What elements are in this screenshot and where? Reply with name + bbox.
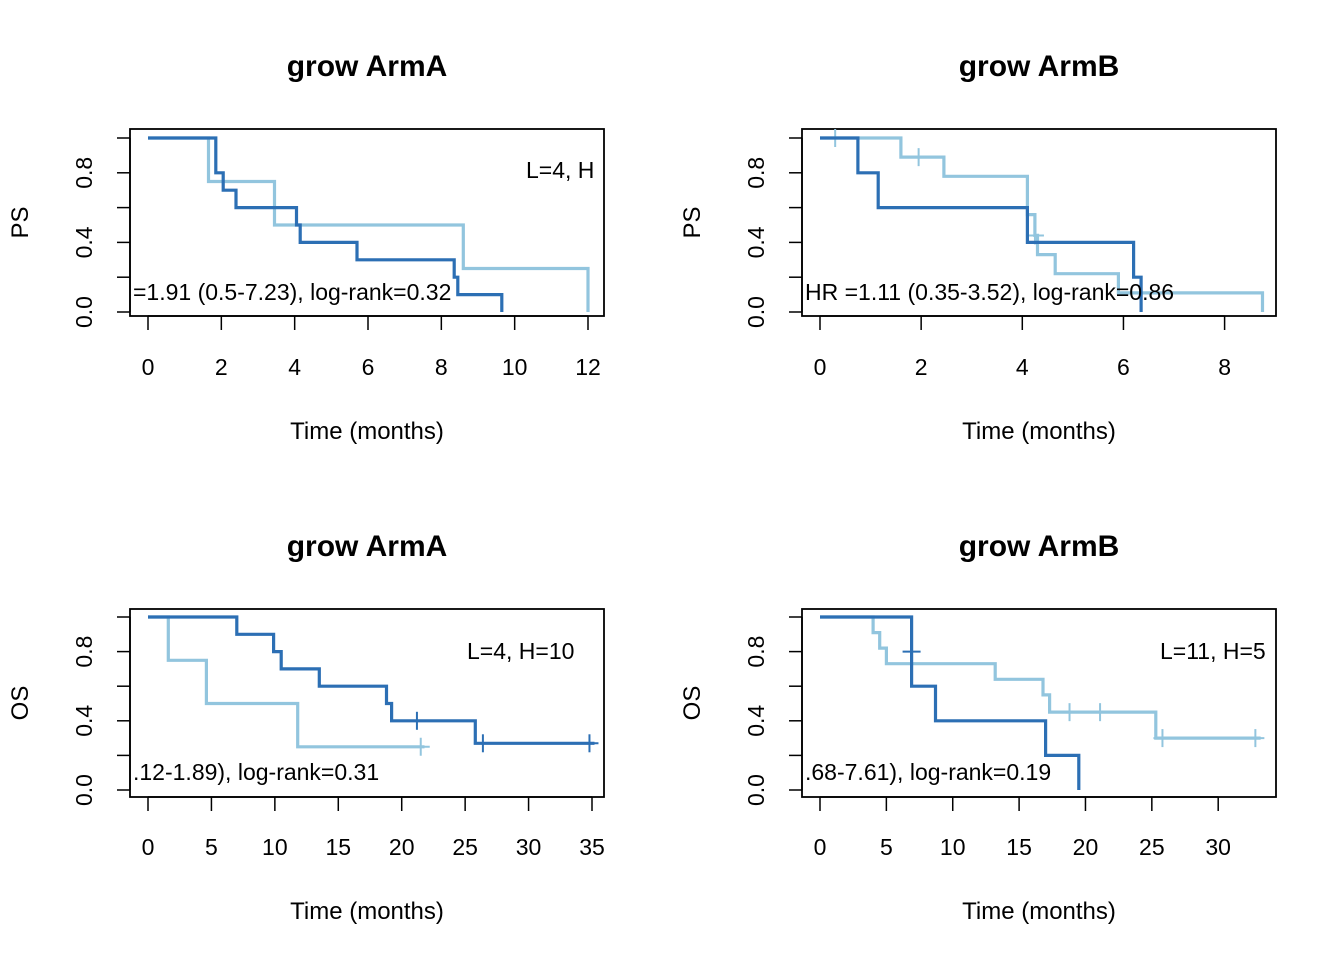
chart-title: grow ArmA <box>287 50 448 83</box>
x-tick-label: 8 <box>1218 354 1231 380</box>
x-tick-label: 15 <box>1006 834 1032 860</box>
y-tick-label: 0.8 <box>71 157 97 189</box>
survival-curve-high <box>820 615 1081 790</box>
y-tick-label: 0.0 <box>71 774 97 806</box>
hazard-ratio-annotation: HR =1.11 (0.35-3.52), log-rank=0.86 <box>805 279 1174 305</box>
y-tick-label: 0.0 <box>71 296 97 328</box>
chart-title: grow ArmB <box>959 50 1120 83</box>
y-tick-label: 0.4 <box>743 226 769 258</box>
group-counts-annotation: L=4, H <box>526 157 594 183</box>
km-panel-4: grow ArmB 0.0 0.4 0.8 0 5 10 15 20 25 30 Time (mont… <box>679 530 1277 925</box>
y-axis-label: PS <box>7 206 34 238</box>
x-axis-label: Time (months) <box>290 898 444 925</box>
x-tick-label: 0 <box>142 354 155 380</box>
x-tick-label: 0 <box>814 354 827 380</box>
x-tick-label: 4 <box>1016 354 1029 380</box>
x-axis-label: Time (months) <box>962 898 1116 925</box>
x-tick-label: 6 <box>1117 354 1130 380</box>
x-tick-label: 15 <box>325 834 351 860</box>
x-tick-label: 8 <box>435 354 448 380</box>
y-tick-label: 0.8 <box>71 636 97 668</box>
x-tick-label: 25 <box>1139 834 1165 860</box>
x-tick-label: 30 <box>516 834 542 860</box>
survival-curve-high <box>148 136 504 312</box>
plot-area: L=11, H=5 .68-7.61), log-rank=0.19 <box>805 615 1266 790</box>
x-axis-label: Time (months) <box>290 418 444 445</box>
y-axis-label: PS <box>679 206 706 238</box>
x-tick-label: 0 <box>142 834 155 860</box>
x-tick-label: 4 <box>288 354 301 380</box>
x-tick-label: 12 <box>575 354 601 380</box>
chart-title: grow ArmA <box>287 530 448 563</box>
km-panel-3: grow ArmA 0.0 0.4 0.8 0 5 10 15 20 25 30 35 Time (mo… <box>7 530 605 925</box>
y-tick-label: 0.4 <box>743 705 769 737</box>
x-tick-label: 10 <box>262 834 288 860</box>
y-tick-label: 0.8 <box>743 157 769 189</box>
y-tick-label: 0.0 <box>743 296 769 328</box>
x-tick-label: 2 <box>915 354 928 380</box>
plot-area: L=4, H=10 .12-1.89), log-rank=0.31 <box>133 615 599 785</box>
survival-curve-low <box>148 136 590 312</box>
chart-title: grow ArmB <box>959 530 1120 563</box>
y-axis-label: OS <box>679 686 706 721</box>
survival-curve-high <box>820 136 1143 312</box>
y-tick-label: 0.4 <box>71 705 97 737</box>
x-tick-label: 10 <box>940 834 966 860</box>
x-tick-label: 5 <box>205 834 218 860</box>
plot-area: HR =1.11 (0.35-3.52), log-rank=0.86 <box>805 129 1265 312</box>
x-tick-label: 0 <box>814 834 827 860</box>
x-tick-label: 20 <box>1073 834 1099 860</box>
group-counts-annotation: L=4, H=10 <box>467 638 574 664</box>
x-tick-label: 2 <box>215 354 228 380</box>
x-tick-label: 35 <box>579 834 605 860</box>
km-panel-2: grow ArmB 0.0 0.4 0.8 0 2 4 6 8 Time (months) PS HR… <box>679 50 1277 445</box>
km-panel-1: grow ArmA 0.0 0.4 0.8 0 2 4 6 8 10 12 Time (months)… <box>7 50 605 445</box>
survival-curve-low <box>148 615 425 749</box>
x-tick-label: 25 <box>452 834 478 860</box>
x-tick-label: 30 <box>1205 834 1231 860</box>
y-tick-label: 0.0 <box>743 774 769 806</box>
x-tick-label: 5 <box>880 834 893 860</box>
x-axis-label: Time (months) <box>962 418 1116 445</box>
plot-area: L=4, H =1.91 (0.5-7.23), log-rank=0.32 <box>133 136 594 312</box>
group-counts-annotation: L=11, H=5 <box>1160 638 1266 664</box>
y-tick-label: 0.8 <box>743 636 769 668</box>
hazard-ratio-annotation: .12-1.89), log-rank=0.31 <box>133 759 379 785</box>
x-tick-label: 20 <box>389 834 415 860</box>
y-axis-label: OS <box>7 686 34 721</box>
y-tick-label: 0.4 <box>71 226 97 258</box>
x-tick-label: 10 <box>502 354 528 380</box>
hazard-ratio-annotation: =1.91 (0.5-7.23), log-rank=0.32 <box>133 279 451 305</box>
x-tick-label: 6 <box>362 354 375 380</box>
survival-curve-high <box>148 615 595 745</box>
hazard-ratio-annotation: .68-7.61), log-rank=0.19 <box>805 759 1051 785</box>
